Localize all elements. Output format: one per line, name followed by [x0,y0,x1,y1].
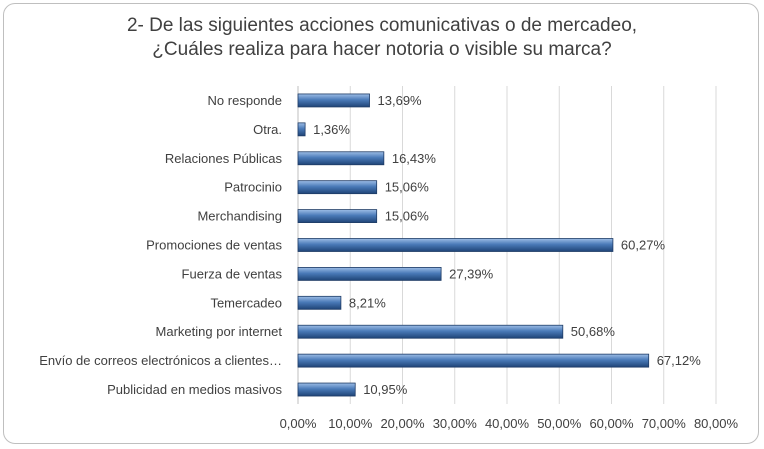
chart-title: 2- De las siguientes acciones comunicati… [0,14,764,62]
bar [297,295,342,310]
category-label: Marketing por internet [156,324,283,339]
x-tick-label: 50,00% [537,416,582,431]
x-tick-label: 10,00% [328,416,373,431]
data-label: 60,27% [621,238,666,253]
category-label: Promociones de ventas [146,238,282,253]
bar [297,267,442,281]
data-label: 10,95% [363,382,408,397]
category-label: Fuerza de ventas [182,266,283,281]
chart-title-line-2: ¿Cuáles realiza para hacer notoria o vis… [152,39,612,60]
bar [297,180,378,195]
chart-frame [3,3,759,444]
bar [297,151,385,166]
data-label: 67,12% [657,353,702,368]
bars [297,93,650,397]
data-label: 27,39% [449,266,494,281]
x-tick-label: 30,00% [433,416,478,431]
bar [297,238,614,252]
category-label: Otra. [253,122,282,137]
x-tick-label: 60,00% [589,416,634,431]
x-tick-label: 20,00% [380,416,425,431]
category-label: No responde [208,93,282,108]
data-label: 13,69% [378,93,423,108]
bar [297,324,564,339]
x-tick-label: 40,00% [485,416,530,431]
chart-title-line-1: 2- De las siguientes acciones comunicati… [126,15,638,36]
data-label: 16,43% [392,151,437,166]
x-tick-label: 80,00% [694,416,739,431]
data-label: 50,68% [571,324,616,339]
bar [297,353,650,368]
x-tick-label: 70,00% [642,416,687,431]
category-label: Temercadeo [210,295,282,310]
data-label: 1,36% [313,122,350,137]
bar [297,93,370,108]
data-label: 15,06% [385,209,430,224]
category-label: Patrocinio [224,180,282,195]
category-label: Envío de correos electrónicos a clientes… [39,353,282,368]
bar [297,382,356,397]
data-label: 15,06% [385,180,430,195]
bar [297,122,306,137]
bar [297,209,378,223]
x-tick-label: 0,00% [280,416,317,431]
labels: 0,00% 10,00% 20,00% 30,00% 40,00% 50,00% 60,00… [39,93,738,431]
category-label: Relaciones Públicas [165,151,283,166]
category-label: Publicidad en medios masivos [107,382,282,397]
data-label: 8,21% [349,295,386,310]
category-label: Merchandising [197,209,282,224]
